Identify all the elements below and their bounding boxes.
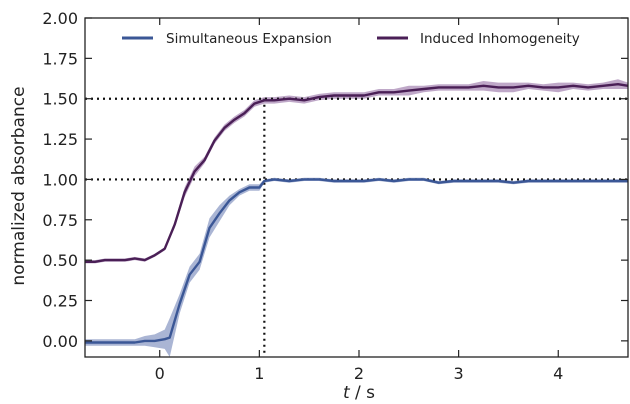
x-axis-label-symbol: t [343,383,351,403]
series-line-induced-inhomogeneity [85,82,629,263]
axes: 0 1 2 3 4 0.00 0.25 0.50 0.75 1.00 1.25 1.50 1.75 2.0… [42,9,629,383]
y-tick-label: 0.50 [42,251,78,270]
band-induced-inhomogeneity [85,79,628,264]
x-tick-label: 2 [354,364,364,383]
legend: Simultaneous Expansion Induced Inhomogen… [122,31,580,47]
y-tick-label: 0.25 [42,292,78,311]
x-axis-label-unit: / s [350,383,376,403]
y-tick-label: 2.00 [42,9,78,28]
reference-lines [85,97,628,357]
confidence-bands [85,79,628,357]
y-tick-label: 0.00 [42,332,78,351]
y-tick-label: 1.75 [42,49,78,68]
y-tick-label: 1.25 [42,130,78,149]
plot-frame [84,17,629,358]
series-line-simultaneous-expansion [85,178,628,344]
x-axis-label: t / s [343,383,375,403]
y-tick-label: 0.75 [42,211,78,230]
x-tick-label: 4 [553,364,563,383]
y-tick-label: 1.00 [42,170,78,189]
band-simultaneous-expansion [85,177,628,357]
y-axis-label: normalized absorbance [9,86,29,285]
legend-label-simultaneous-expansion: Simultaneous Expansion [166,31,332,47]
series-lines [85,82,629,344]
x-tick-label: 0 [155,364,165,383]
y-tick-label: 1.50 [42,90,78,109]
legend-label-induced-inhomogeneity: Induced Inhomogeneity [420,31,580,47]
x-tick-label: 1 [254,364,264,383]
x-tick-label: 3 [454,364,464,383]
